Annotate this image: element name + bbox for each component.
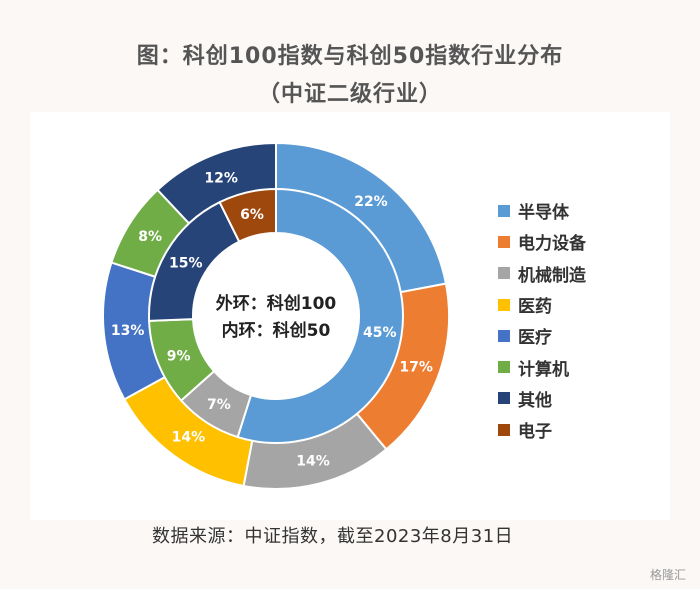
legend-label: 医药	[518, 297, 552, 318]
legend-item-8: 电子	[498, 414, 586, 445]
inner-label-6: 9%	[167, 348, 191, 364]
inner-label-3: 7%	[207, 397, 231, 413]
data-source: 数据来源：中证指数，截至2023年8月31日	[152, 526, 514, 547]
center-label-outer: 外环：科创100	[216, 293, 337, 314]
legend-label: 医疗	[518, 328, 552, 349]
chart-subtitle: （中证二级行业）	[257, 82, 442, 107]
legend-item-2: 电力设备	[498, 226, 586, 257]
legend-swatch	[498, 298, 510, 311]
legend-item-4: 医药	[498, 289, 586, 320]
legend-swatch	[498, 204, 510, 217]
legend-label: 机械制造	[518, 265, 586, 286]
watermark: 格隆汇	[649, 568, 686, 582]
outer-label-6: 8%	[138, 229, 162, 245]
inner-label-1: 45%	[363, 325, 397, 341]
legend-label: 其他	[518, 390, 552, 411]
inner-segment-8	[218, 187, 277, 243]
chart-title: 图：科创100指数与科创50指数行业分布	[136, 44, 564, 69]
donut-chart: 22% 17% 14% 14% 13% 8% 12% 45% 7% 9% 15% 6% 外环：科创10…	[102, 141, 450, 490]
legend-swatch	[498, 392, 510, 405]
inner-segment-1	[236, 187, 404, 444]
legend-label: 计算机	[518, 359, 569, 380]
legend-item-5: 医疗	[498, 320, 586, 351]
legend-swatch	[498, 423, 510, 436]
outer-label-5: 13%	[111, 323, 145, 339]
inner-label-8: 6%	[240, 207, 264, 223]
outer-label-3: 14%	[296, 453, 330, 469]
legend-swatch	[498, 361, 510, 374]
legend-label: 半导体	[518, 203, 569, 224]
outer-label-2: 17%	[399, 359, 433, 375]
legend-swatch	[498, 267, 510, 280]
outer-label-7: 12%	[204, 170, 238, 186]
legend-item-1: 半导体	[498, 195, 586, 226]
legend-label: 电子	[518, 422, 552, 443]
legend-label: 电力设备	[518, 234, 586, 255]
outer-label-4: 14%	[172, 430, 206, 446]
legend-item-6: 计算机	[498, 351, 586, 382]
inner-label-7: 15%	[169, 255, 203, 271]
legend-item-3: 机械制造	[498, 258, 586, 289]
outer-label-1: 22%	[354, 194, 388, 210]
legend-item-7: 其他	[498, 383, 586, 414]
center-label-inner: 内环：科创50	[222, 320, 331, 341]
segment-labels: 22% 17% 14% 14% 13% 8% 12% 45% 7% 9% 15% 6%	[111, 170, 433, 469]
legend-swatch	[498, 329, 510, 342]
chart-panel: 22% 17% 14% 14% 13% 8% 12% 45% 7% 9% 15% 6% 外环：科创10…	[30, 112, 670, 520]
inner-ring	[148, 187, 404, 444]
legend: 半导体电力设备机械制造医药医疗计算机其他电子	[498, 195, 586, 445]
legend-swatch	[498, 235, 510, 248]
